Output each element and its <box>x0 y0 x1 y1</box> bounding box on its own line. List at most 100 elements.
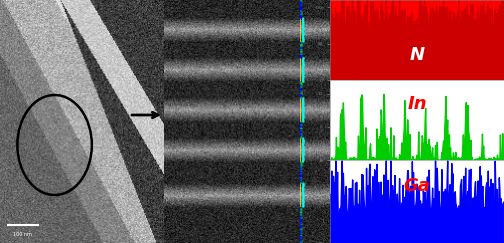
Point <box>297 85 305 88</box>
Point <box>299 30 307 34</box>
Point <box>299 187 307 191</box>
Point <box>297 89 305 93</box>
Point <box>297 175 305 179</box>
Point <box>297 222 305 226</box>
Point <box>299 37 307 41</box>
Point <box>299 39 307 43</box>
Point <box>297 214 305 218</box>
Point <box>299 105 307 109</box>
Point <box>299 32 307 36</box>
Point <box>299 76 307 79</box>
Point <box>297 206 305 210</box>
Point <box>297 94 305 98</box>
Point <box>300 38 308 42</box>
Point <box>297 177 305 181</box>
Point <box>299 22 307 26</box>
Point <box>297 123 305 127</box>
Point <box>299 113 307 117</box>
Point <box>297 81 305 85</box>
Point <box>297 85 305 89</box>
Point <box>297 217 305 221</box>
Point <box>299 184 307 188</box>
Point <box>299 59 307 63</box>
Point <box>297 0 305 2</box>
Point <box>297 230 305 234</box>
Point <box>299 114 307 118</box>
Point <box>297 218 305 222</box>
Point <box>297 7 305 11</box>
Point <box>297 228 305 232</box>
Point <box>297 216 305 220</box>
Point <box>297 223 305 227</box>
Point <box>299 193 307 197</box>
Point <box>300 153 308 156</box>
Text: N: N <box>409 46 425 64</box>
Point <box>299 26 307 30</box>
Point <box>297 180 305 184</box>
Point <box>299 78 307 82</box>
Point <box>297 208 305 212</box>
Point <box>300 107 308 111</box>
Point <box>299 200 307 204</box>
Point <box>297 4 305 8</box>
Point <box>299 147 307 151</box>
Point <box>299 153 307 157</box>
Point <box>297 173 305 177</box>
Point <box>297 15 305 19</box>
Point <box>297 167 305 171</box>
Point <box>299 21 307 25</box>
Point <box>297 54 305 58</box>
Point <box>300 56 308 60</box>
Point <box>297 5 305 9</box>
Point <box>297 53 305 57</box>
Point <box>299 183 307 187</box>
Point <box>299 152 307 156</box>
Point <box>297 167 305 171</box>
Point <box>299 159 307 163</box>
Point <box>297 48 305 52</box>
Point <box>297 15 305 18</box>
Point <box>300 140 308 144</box>
Point <box>297 122 305 126</box>
Point <box>297 86 305 90</box>
Point <box>299 29 307 33</box>
Point <box>300 75 308 79</box>
Point <box>299 104 307 108</box>
Point <box>299 71 307 75</box>
Point <box>299 110 307 114</box>
Point <box>297 163 305 167</box>
Point <box>297 160 305 164</box>
Point <box>297 175 305 179</box>
Point <box>299 109 307 113</box>
Point <box>299 66 307 70</box>
Point <box>299 68 307 72</box>
Point <box>298 50 306 53</box>
Point <box>297 215 305 218</box>
Point <box>299 39 307 43</box>
Point <box>299 197 307 201</box>
Point <box>297 233 305 237</box>
Point <box>299 20 307 24</box>
Point <box>297 40 305 44</box>
Point <box>297 87 305 91</box>
Point <box>297 88 305 92</box>
Point <box>299 25 307 28</box>
Point <box>297 91 305 95</box>
Point <box>299 73 307 77</box>
Point <box>297 120 305 124</box>
Point <box>297 81 305 85</box>
Point <box>299 140 307 144</box>
Point <box>297 128 305 131</box>
Point <box>297 135 305 139</box>
Point <box>299 61 307 64</box>
Point <box>299 146 307 150</box>
Point <box>297 88 305 92</box>
Point <box>299 77 307 81</box>
Point <box>297 93 305 97</box>
Point <box>297 226 305 230</box>
Point <box>299 137 307 141</box>
Point <box>299 103 307 107</box>
Point <box>297 218 305 222</box>
Point <box>299 119 307 123</box>
Point <box>299 22 307 26</box>
